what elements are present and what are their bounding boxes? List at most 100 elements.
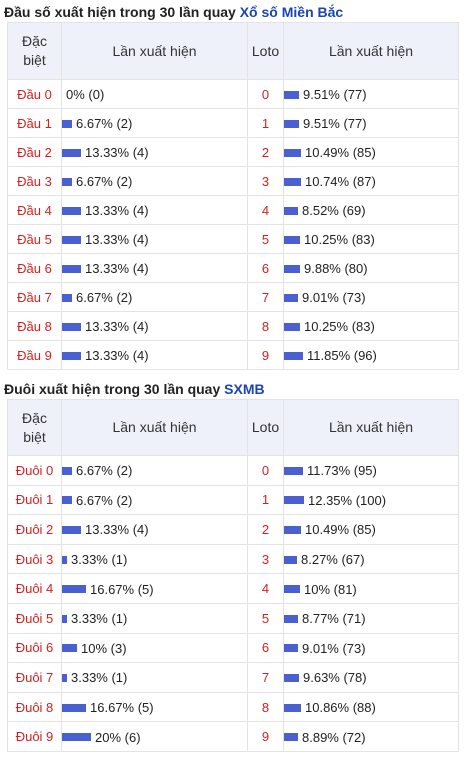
row-label[interactable]: Đầu 0 [7, 79, 62, 109]
loto-frequency-text: 8.27% (67) [301, 552, 365, 568]
header-loto-frequency: Lần xuất hiện [283, 399, 459, 456]
frequency-bar [62, 322, 81, 331]
loto-frequency-bar [284, 148, 301, 157]
row-label[interactable]: Đuôi 9 [7, 721, 62, 752]
dau-section: Đầu số xuất hiện trong 30 lần quay Xổ số… [0, 0, 464, 370]
table-row: Đuôi 0 6.67% (2) 0 11.73% (95) [7, 455, 459, 486]
loto-frequency-cell: 9.01% (73) [283, 282, 459, 312]
loto-frequency-bar [284, 322, 300, 331]
row-label[interactable]: Đầu 4 [7, 195, 62, 225]
loto-frequency-text: 8.77% (71) [302, 611, 366, 627]
loto-number[interactable]: 6 [247, 632, 284, 664]
table-row: Đuôi 2 13.33% (4) 2 10.49% (85) [7, 514, 459, 545]
frequency-cell: 16.67% (5) [61, 691, 248, 723]
loto-frequency-text: 9.51% (77) [303, 116, 367, 132]
loto-number[interactable]: 8 [247, 311, 284, 341]
row-label[interactable]: Đuôi 1 [7, 484, 62, 516]
row-label[interactable]: Đầu 3 [7, 166, 62, 196]
loto-frequency-text: 10.25% (83) [304, 319, 375, 335]
row-label[interactable]: Đuôi 7 [7, 662, 62, 693]
dau-table-body: Đầu 0 0% (0) 0 9.51% (77) Đầu 1 6.67% (2) 1 9.5… [7, 79, 459, 370]
loto-number[interactable]: 5 [247, 602, 284, 634]
dau-title-text: Đầu số xuất hiện trong 30 lần quay [4, 4, 240, 20]
frequency-bar [62, 555, 67, 564]
loto-frequency-text: 9.51% (77) [303, 87, 367, 103]
loto-number[interactable]: 2 [247, 514, 284, 545]
loto-frequency-text: 10.25% (83) [304, 232, 375, 248]
frequency-text: 16.67% (5) [90, 700, 154, 716]
loto-number[interactable]: 1 [247, 484, 284, 516]
row-label[interactable]: Đuôi 4 [7, 573, 62, 604]
loto-number[interactable]: 9 [247, 340, 284, 370]
loto-frequency-cell: 9.51% (77) [283, 79, 459, 109]
frequency-text: 13.33% (4) [85, 319, 149, 335]
frequency-bar [62, 206, 81, 215]
row-label[interactable]: Đầu 1 [7, 108, 62, 138]
loto-frequency-bar [284, 644, 298, 653]
frequency-cell: 13.33% (4) [61, 224, 248, 254]
row-label[interactable]: Đuôi 0 [7, 455, 62, 486]
loto-frequency-bar [284, 119, 299, 128]
frequency-bar [62, 119, 72, 128]
loto-number[interactable]: 4 [247, 573, 284, 604]
frequency-cell: 6.67% (2) [61, 108, 248, 138]
loto-frequency-bar [284, 90, 299, 99]
loto-frequency-text: 9.63% (78) [303, 670, 367, 686]
frequency-text: 13.33% (4) [85, 232, 149, 248]
header-special: Đặc biệt [7, 22, 62, 80]
loto-frequency-text: 8.89% (72) [302, 729, 366, 745]
frequency-bar [62, 526, 81, 535]
row-label[interactable]: Đầu 2 [7, 137, 62, 167]
loto-number[interactable]: 4 [247, 195, 284, 225]
loto-frequency-text: 11.73% (95) [307, 463, 377, 479]
loto-number[interactable]: 0 [247, 79, 284, 109]
frequency-cell: 10% (3) [61, 632, 248, 664]
header-frequency: Lần xuất hiện [61, 22, 248, 80]
loto-frequency-cell: 8.77% (71) [283, 602, 459, 634]
loto-number[interactable]: 5 [247, 224, 284, 254]
dau-title-link[interactable]: Xổ số Miền Bắc [239, 4, 344, 20]
frequency-text: 20% (6) [95, 729, 141, 745]
table-row: Đầu 5 13.33% (4) 5 10.25% (83) [7, 224, 459, 254]
loto-number[interactable]: 2 [247, 137, 284, 167]
loto-frequency-text: 11.85% (96) [307, 348, 377, 364]
table-row: Đầu 9 13.33% (4) 9 11.85% (96) [7, 340, 459, 370]
frequency-text: 6.67% (2) [76, 463, 133, 479]
row-label[interactable]: Đuôi 5 [7, 602, 62, 634]
loto-number[interactable]: 9 [247, 721, 284, 752]
loto-number[interactable]: 1 [247, 108, 284, 138]
frequency-text: 0% (0) [66, 87, 105, 103]
loto-number[interactable]: 7 [247, 282, 284, 312]
header-loto: Loto [247, 22, 284, 80]
frequency-bar [62, 293, 72, 302]
frequency-text: 13.33% (4) [85, 145, 149, 161]
loto-number[interactable]: 3 [247, 166, 284, 196]
loto-frequency-text: 12.35% (100) [308, 492, 387, 508]
row-label[interactable]: Đầu 9 [7, 340, 62, 370]
loto-frequency-text: 10% (81) [304, 581, 357, 597]
loto-frequency-bar [284, 264, 300, 273]
loto-number[interactable]: 6 [247, 253, 284, 283]
row-label[interactable]: Đuôi 8 [7, 691, 62, 723]
table-row: Đầu 0 0% (0) 0 9.51% (77) [7, 79, 459, 109]
loto-frequency-text: 10.49% (85) [305, 522, 376, 538]
table-row: Đầu 8 13.33% (4) 8 10.25% (83) [7, 311, 459, 341]
row-label[interactable]: Đuôi 6 [7, 632, 62, 664]
row-label[interactable]: Đầu 7 [7, 282, 62, 312]
loto-frequency-bar [284, 703, 301, 712]
row-label[interactable]: Đầu 5 [7, 224, 62, 254]
row-label[interactable]: Đuôi 2 [7, 514, 62, 545]
loto-number[interactable]: 7 [247, 662, 284, 693]
loto-frequency-cell: 8.89% (72) [283, 721, 459, 752]
duoi-title-link[interactable]: SXMB [224, 381, 265, 397]
frequency-cell: 6.67% (2) [61, 484, 248, 516]
row-label[interactable]: Đầu 6 [7, 253, 62, 283]
loto-number[interactable]: 0 [247, 455, 284, 486]
loto-number[interactable]: 8 [247, 691, 284, 723]
frequency-text: 6.67% (2) [76, 174, 133, 190]
loto-frequency-cell: 9.88% (80) [283, 253, 459, 283]
row-label[interactable]: Đầu 8 [7, 311, 62, 341]
loto-number[interactable]: 3 [247, 543, 284, 575]
row-label[interactable]: Đuôi 3 [7, 543, 62, 575]
loto-frequency-cell: 11.73% (95) [283, 455, 459, 486]
